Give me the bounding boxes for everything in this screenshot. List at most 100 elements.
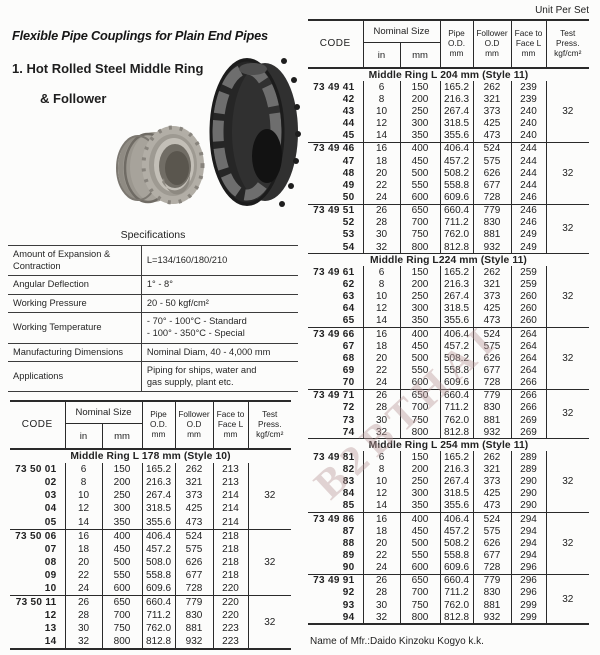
face-to-face-cell: 260 (510, 290, 546, 303)
nominal-in-cell: 18 (362, 340, 400, 353)
nominal-in-cell: 30 (64, 622, 102, 636)
nominal-mm-cell: 750 (399, 228, 440, 241)
spec-label: Amount of Expansion & Contraction (8, 244, 142, 276)
pipe-od-cell: 812.8 (141, 635, 175, 650)
spec-row: Angular Deflection 1° - 8° (8, 275, 298, 295)
code-cell: 02 (44, 477, 57, 489)
follower-od-cell: 425 (472, 487, 511, 500)
follower-od-cell: 677 (472, 179, 511, 192)
face-to-face-cell: 294 (510, 549, 546, 562)
pipe-od-cell: 508.0 (141, 555, 175, 569)
code-cell: 04 (44, 503, 57, 515)
face-to-face-cell: 269 (510, 413, 546, 427)
code-cell: 73 50 11 (10, 595, 65, 610)
face-to-face-cell: 240 (510, 129, 546, 143)
spec-label: Working Temperature (8, 312, 142, 344)
spec-value: 20 - 50 kgf/cm² (140, 293, 298, 313)
pipe-od-cell: 457.2 (439, 340, 473, 353)
face-to-face-cell: 244 (510, 154, 546, 168)
face-to-face-cell: 240 (510, 105, 546, 118)
spec-value: - 70° - 100°C - Standard - 100° - 350°C … (140, 312, 298, 344)
pipe-od-cell: 457.2 (439, 525, 473, 538)
nominal-mm-cell: 300 (399, 117, 440, 130)
test-press-cell: 32 (545, 326, 589, 390)
pipe-od-cell: 762.0 (439, 413, 473, 427)
nominal-mm-cell: 150 (399, 451, 440, 464)
follower-od-cell: 779 (472, 388, 511, 402)
pipe-od-cell: 660.4 (141, 595, 175, 610)
code-cell: 64 (342, 303, 355, 315)
pipe-od-cell: 711.2 (141, 609, 175, 623)
pipe-od-cell: 267.4 (439, 475, 473, 488)
follower-od-cell: 425 (174, 502, 213, 516)
face-to-face-cell: 244 (510, 179, 546, 192)
specifications-title: Specifications (120, 229, 186, 241)
code-cell: 73 49 71 (308, 388, 363, 402)
col-header-follower-od: Follower O.D mm (174, 400, 213, 450)
face-to-face-cell: 296 (510, 573, 546, 587)
follower-od-cell: 473 (472, 129, 511, 143)
nominal-mm-cell: 550 (399, 179, 440, 192)
nominal-in-cell: 18 (362, 154, 400, 168)
nominal-mm-cell: 250 (399, 105, 440, 118)
nominal-mm-cell: 350 (101, 515, 142, 530)
face-to-face-cell: 290 (510, 499, 546, 513)
face-to-face-cell: 266 (510, 401, 546, 414)
nominal-in-cell: 28 (362, 216, 400, 229)
pipe-od-cell: 609.6 (439, 561, 473, 575)
nominal-in-cell: 8 (362, 93, 400, 106)
col-header-mm: mm (399, 42, 440, 69)
pipe-od-cell: 711.2 (439, 586, 473, 600)
pipe-od-cell: 318.5 (141, 502, 175, 516)
spec-value: 1° - 8° (140, 275, 298, 295)
follower-od-cell: 262 (472, 81, 511, 94)
nominal-mm-cell: 650 (399, 203, 440, 217)
code-cell: 63 (342, 291, 355, 303)
nominal-in-cell: 20 (362, 352, 400, 365)
follower-od-cell: 779 (174, 595, 213, 610)
pipe-od-cell: 609.6 (141, 581, 175, 596)
test-press-cell: 32 (545, 512, 589, 575)
nominal-in-cell: 6 (362, 451, 400, 464)
face-to-face-cell: 246 (510, 191, 546, 205)
specifications-table: Amount of Expansion & Contraction L=134/… (8, 244, 298, 393)
col-header-nominal-size: Nominal Size (362, 19, 440, 43)
face-to-face-cell: 294 (510, 537, 546, 550)
section-title-row: Middle Ring L 178 mm (Style 10) (10, 448, 291, 464)
face-to-face-cell: 220 (212, 595, 248, 610)
follower-od-cell: 321 (472, 463, 511, 476)
code-cell: 14 (44, 636, 57, 648)
follower-od-cell: 575 (472, 154, 511, 168)
table-row: 85 14 350 355.6 473 290 (308, 499, 589, 513)
table-row: 02 8 200 216.3 321 213 (10, 476, 291, 490)
col-header-pipe-od: Pipe O.D. mm (439, 19, 473, 69)
follower-od-cell: 373 (472, 290, 511, 303)
follower-od-cell: 830 (472, 401, 511, 414)
code-cell: 74 (342, 426, 355, 438)
spec-label: Working Pressure (8, 293, 142, 313)
follower-od-cell: 830 (174, 609, 213, 623)
face-to-face-cell: 264 (510, 352, 546, 365)
table-row: 43 10 250 267.4 373 240 (308, 105, 589, 118)
face-to-face-cell: 249 (510, 228, 546, 241)
code-cell: 93 (342, 599, 355, 611)
test-press-cell: 32 (247, 595, 291, 650)
unit-per-set-label: Unit Per Set (535, 5, 589, 16)
follower-od-cell: 932 (472, 426, 511, 439)
face-to-face-cell: 220 (212, 609, 248, 623)
pipe-od-cell: 406.4 (439, 326, 473, 341)
col-header-mm: mm (101, 423, 142, 450)
table-row: 64 12 300 318.5 425 260 (308, 302, 589, 315)
code-cell: 73 (342, 414, 355, 426)
pipe-od-cell: 457.2 (439, 154, 473, 168)
nominal-mm-cell: 500 (399, 537, 440, 550)
section-title: Middle Ring L224 mm (Style 11) (308, 253, 589, 267)
section-heading-line1: 1. Hot Rolled Steel Middle Ring (12, 61, 204, 76)
code-cell: 68 (342, 352, 355, 364)
nominal-in-cell: 20 (64, 555, 102, 569)
code-cell: 03 (44, 490, 57, 502)
code-cell: 88 (342, 537, 355, 549)
follower-od-cell: 626 (472, 167, 511, 180)
table-row: 08 20 500 508.0 626 218 (10, 555, 291, 569)
face-to-face-cell: 223 (212, 635, 248, 650)
